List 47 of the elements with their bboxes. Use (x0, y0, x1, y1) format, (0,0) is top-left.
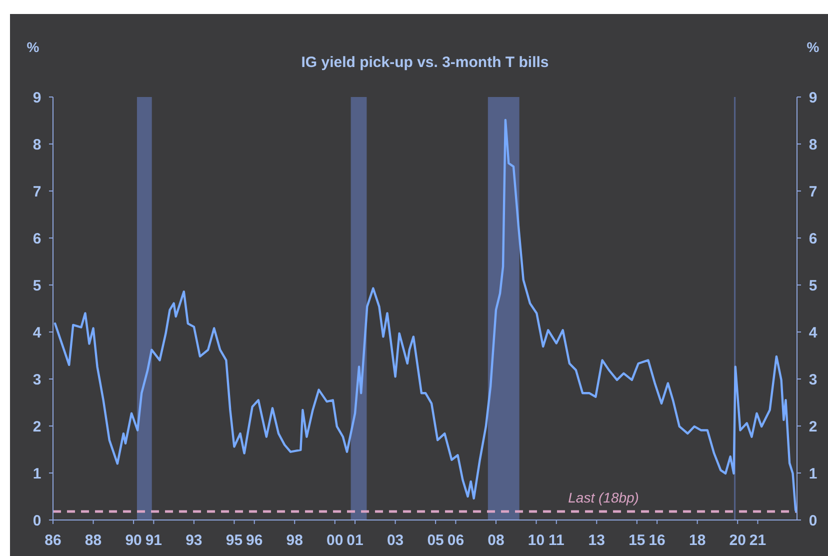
x-tick-label: 13 (588, 532, 605, 549)
x-tick-label: 03 (386, 532, 404, 549)
x-tick-label: 90 (125, 532, 142, 549)
x-tick-label: 10 (528, 532, 545, 549)
y2-tick-label: 1 (808, 465, 818, 482)
y2-tick-label: 6 (808, 230, 818, 248)
y2-tick-label: 8 (808, 136, 818, 154)
x-tick-label: 93 (186, 532, 202, 549)
x-tick-label: 11 (548, 532, 564, 549)
y-tick-label: 9 (32, 89, 42, 106)
x-tick-label: 08 (488, 532, 504, 549)
y2-axis-title: % (806, 39, 820, 55)
ref-line-label: Last (18bp) (568, 490, 639, 506)
line-series (54, 118, 798, 513)
y-tick-label: 6 (32, 230, 42, 248)
x-tick-label: 21 (749, 532, 766, 549)
y-tick-label: 5 (32, 277, 42, 294)
y-tick-label: 7 (32, 183, 42, 200)
x-tick-label: 06 (447, 532, 464, 549)
y2-tick-label: 3 (808, 371, 818, 388)
x-tick-label: 05 (427, 532, 444, 549)
y2-tick-label: 2 (808, 418, 818, 436)
y-tick-label: 8 (32, 136, 42, 154)
y2-tick-label: 0 (808, 512, 818, 530)
y2-tick-label: 7 (808, 183, 818, 200)
x-tick-label: 96 (246, 532, 263, 549)
x-tick-label: 86 (44, 532, 62, 549)
y-tick-label: 4 (32, 324, 42, 342)
y2-tick-label: 5 (808, 277, 818, 294)
x-tick-label: 91 (145, 532, 162, 549)
y-axis-title: % (26, 39, 40, 55)
y-tick-label: 1 (32, 465, 42, 482)
x-tick-label: 16 (648, 532, 666, 549)
y-tick-label: 3 (32, 371, 42, 388)
x-tick-label: 15 (628, 532, 646, 549)
y-tick-label: 0 (32, 512, 42, 530)
x-tick-label: 95 (226, 532, 243, 549)
y2-tick-label: 9 (808, 89, 818, 106)
x-tick-label: 98 (286, 532, 303, 549)
chart-title: IG yield pick-up vs. 3-month T bills (301, 54, 549, 71)
x-tick-label: 20 (729, 532, 746, 549)
y-tick-label: 2 (32, 418, 42, 436)
y2-tick-label: 4 (808, 324, 818, 342)
x-tick-label: 01 (346, 532, 364, 549)
x-tick-label: 00 (326, 532, 344, 549)
x-tick-label: 88 (84, 532, 102, 549)
x-tick-label: 18 (688, 532, 706, 549)
